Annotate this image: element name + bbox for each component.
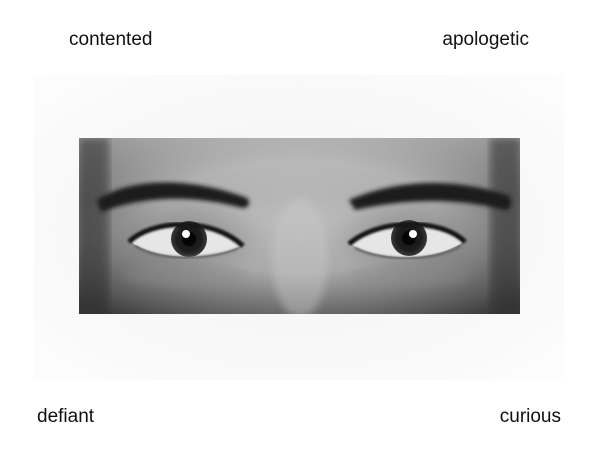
option-label-top-left[interactable]: contented: [69, 29, 153, 50]
option-label-bottom-left[interactable]: defiant: [37, 406, 95, 427]
option-label-top-right[interactable]: apologetic: [442, 29, 529, 50]
option-label-bottom-right[interactable]: curious: [499, 406, 561, 427]
eyes-photo: [79, 138, 520, 314]
